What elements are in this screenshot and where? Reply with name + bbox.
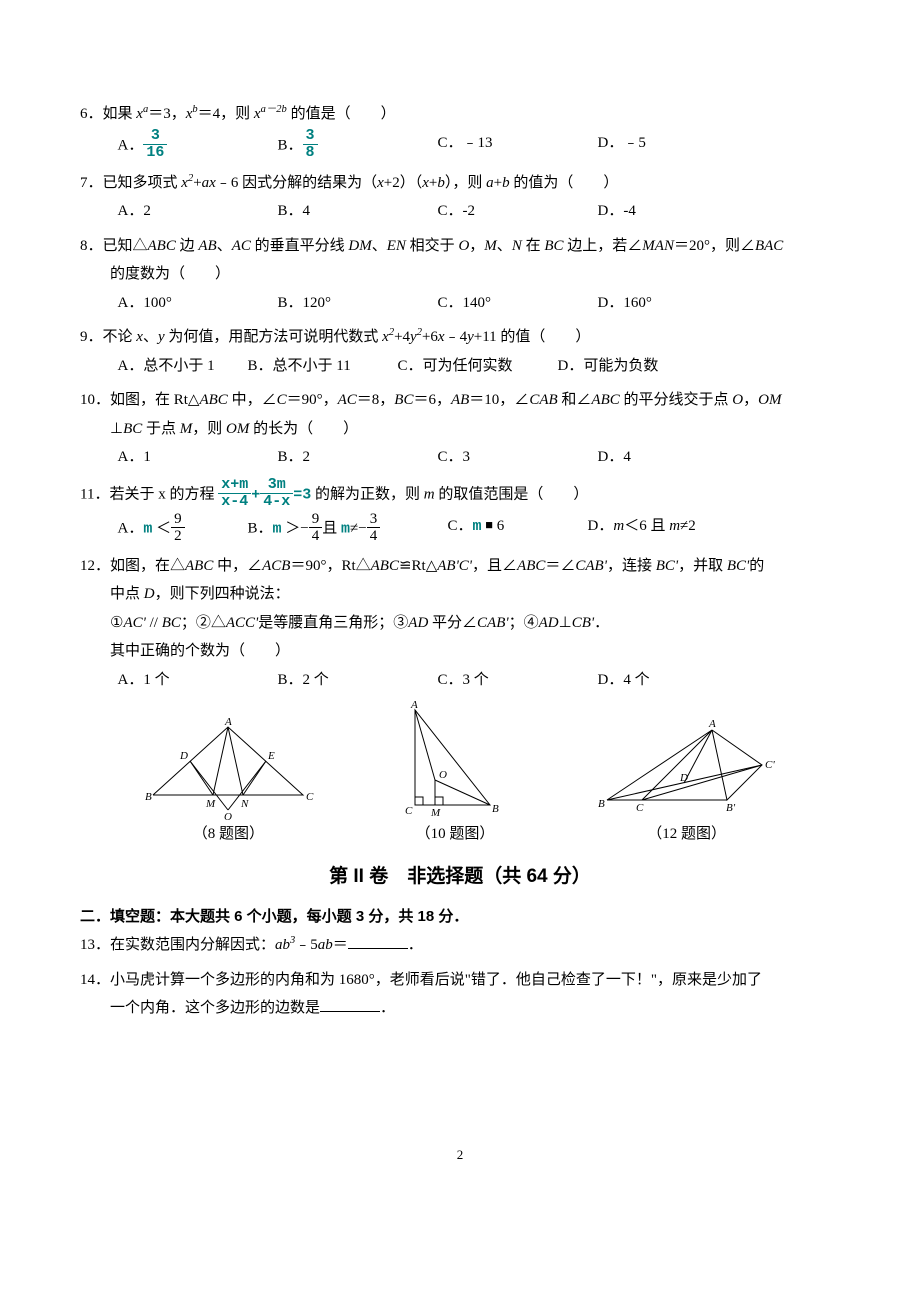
svg-text:E: E	[267, 750, 275, 762]
opt-A: A．100°	[118, 289, 278, 318]
opt-C: C．m ■ 6	[448, 512, 588, 546]
figure-row: A B C D E M N O （8 题图） A B	[80, 700, 840, 849]
page-number: 2	[80, 1143, 840, 1168]
opt-C: C．140°	[438, 289, 598, 318]
opt-D: D．m＜6 且 m≠2	[588, 512, 758, 546]
svg-text:C': C'	[765, 759, 775, 771]
opt-D: D．4	[598, 443, 758, 472]
q12-options: A．1 个 B．2 个 C．3 个 D．4 个	[80, 666, 840, 695]
q11-stem: 11．若关于 x 的方程 x+mx-4+3m4-x=3 的解为正数，则 m 的取…	[80, 478, 840, 512]
svg-text:B': B'	[726, 802, 736, 814]
svg-text:C: C	[636, 802, 644, 814]
q10-stem-2: ⊥BC 于点 M，则 OM 的长为（ ）	[80, 415, 840, 444]
q14-line1: 14．小马虎计算一个多边形的内角和为 1680°，老师看后说"错了．他自己检查了…	[80, 966, 840, 995]
blank-14	[320, 996, 380, 1012]
opt-B: B．m ＞−94且 m≠−34	[248, 512, 448, 546]
q8-stem-2: 的度数为（ ）	[80, 260, 840, 289]
opt-A: A．m ＜92	[118, 512, 248, 546]
opt-B: B．总不小于 11	[248, 352, 398, 381]
opt-C: C．3 个	[438, 666, 598, 695]
fig10-svg: A B C O M	[395, 700, 515, 820]
opt-C: C．﹣13	[438, 129, 598, 163]
opt-D: D．﹣5	[598, 129, 758, 163]
question-8: 8．已知△ABC 边 AB、AC 的垂直平分线 DM、EN 相交于 O，M、N …	[80, 232, 840, 318]
q10-options: A．1 B．2 C．3 D．4	[80, 443, 840, 472]
q8-options: A．100° B．120° C．140° D．160°	[80, 289, 840, 318]
opt-D: D．160°	[598, 289, 758, 318]
svg-text:A: A	[708, 718, 716, 730]
figcap-8: （8 题图）	[138, 820, 318, 849]
q10-stem: 10．如图，在 Rt△ABC 中，∠C＝90°，AC＝8，BC＝6，AB＝10，…	[80, 386, 840, 415]
section-2-title: 第 II 卷 非选择题（共 64 分）	[80, 859, 840, 895]
opt-C: C．-2	[438, 197, 598, 226]
svg-text:M: M	[205, 798, 216, 810]
svg-text:N: N	[240, 798, 249, 810]
q7-options: A．2 B．4 C．-2 D．-4	[80, 197, 840, 226]
svg-text:C: C	[306, 791, 314, 803]
question-12: 12．如图，在△ABC 中，∠ACB＝90°，Rt△ABC≌Rt△AB'C'，且…	[80, 552, 840, 695]
fig8-svg: A B C D E M N O	[138, 715, 318, 820]
figure-8: A B C D E M N O （8 题图）	[138, 715, 318, 849]
opt-B: B．120°	[278, 289, 438, 318]
opt-A: A．2	[118, 197, 278, 226]
question-11: 11．若关于 x 的方程 x+mx-4+3m4-x=3 的解为正数，则 m 的取…	[80, 478, 840, 546]
opt-B: B．4	[278, 197, 438, 226]
opt-A: A．316	[118, 129, 278, 163]
q6-stem: 6．如果 xa＝3，xb＝4，则 xa－2b 的值是（ ）	[80, 100, 840, 129]
q7-stem: 7．已知多项式 x2+ax﹣6 因式分解的结果为（x+2）（x+b），则 a+b…	[80, 169, 840, 198]
figure-10: A B C O M （10 题图）	[395, 700, 515, 849]
figcap-10: （10 题图）	[395, 820, 515, 849]
opt-D: D．4 个	[598, 666, 758, 695]
svg-text:D: D	[679, 772, 688, 784]
svg-text:M: M	[430, 807, 441, 819]
opt-B: B．2	[278, 443, 438, 472]
svg-text:B: B	[145, 791, 152, 803]
svg-text:A: A	[224, 716, 232, 728]
figure-12: A B C C' B' D （12 题图）	[592, 715, 782, 849]
blank-13	[348, 933, 408, 949]
svg-text:B: B	[492, 803, 499, 815]
q12-line2: 中点 D，则下列四种说法：	[80, 580, 840, 609]
svg-text:A: A	[410, 700, 418, 711]
q11-options: A．m ＜92 B．m ＞−94且 m≠−34 C．m ■ 6 D．m＜6 且 …	[80, 512, 840, 546]
q14-line2: 一个内角．这个多边形的边数是．	[80, 994, 840, 1023]
svg-text:C: C	[405, 805, 413, 817]
svg-text:O: O	[439, 769, 447, 781]
question-13: 13．在实数范围内分解因式：ab3﹣5ab＝．	[80, 931, 840, 960]
opt-C: C．3	[438, 443, 598, 472]
question-9: 9．不论 x、y 为何值，用配方法可说明代数式 x2+4y2+6x﹣4y+11 …	[80, 323, 840, 380]
opt-C: C．可为任何实数	[398, 352, 558, 381]
q12-line3: ①AC' // BC；②△ACC'是等腰直角三角形；③AD 平分∠CAB'；④A…	[80, 609, 840, 638]
opt-A: A．1	[118, 443, 278, 472]
opt-B: B．38	[278, 129, 438, 163]
q12-stem: 12．如图，在△ABC 中，∠ACB＝90°，Rt△ABC≌Rt△AB'C'，且…	[80, 552, 840, 581]
section-2-subtitle: 二．填空题：本大题共 6 个小题，每小题 3 分，共 18 分．	[80, 903, 840, 932]
question-10: 10．如图，在 Rt△ABC 中，∠C＝90°，AC＝8，BC＝6，AB＝10，…	[80, 386, 840, 472]
opt-A: A．总不小于 1	[118, 352, 248, 381]
q8-stem: 8．已知△ABC 边 AB、AC 的垂直平分线 DM、EN 相交于 O，M、N …	[80, 232, 840, 261]
svg-text:B: B	[598, 798, 605, 810]
svg-text:D: D	[179, 750, 188, 762]
opt-D: D．-4	[598, 197, 758, 226]
text: 6．如果	[80, 106, 136, 122]
opt-D: D．可能为负数	[558, 352, 659, 381]
q12-line4: 其中正确的个数为（ ）	[80, 637, 840, 666]
q9-options: A．总不小于 1 B．总不小于 11 C．可为任何实数 D．可能为负数	[80, 352, 840, 381]
question-6: 6．如果 xa＝3，xb＝4，则 xa－2b 的值是（ ） A．316 B．38…	[80, 100, 840, 163]
figcap-12: （12 题图）	[592, 820, 782, 849]
q9-stem: 9．不论 x、y 为何值，用配方法可说明代数式 x2+4y2+6x﹣4y+11 …	[80, 323, 840, 352]
q6-options: A．316 B．38 C．﹣13 D．﹣5	[80, 129, 840, 163]
fig12-svg: A B C C' B' D	[592, 715, 782, 820]
question-7: 7．已知多项式 x2+ax﹣6 因式分解的结果为（x+2）（x+b），则 a+b…	[80, 169, 840, 226]
opt-B: B．2 个	[278, 666, 438, 695]
svg-text:O: O	[224, 811, 232, 820]
opt-A: A．1 个	[118, 666, 278, 695]
question-14: 14．小马虎计算一个多边形的内角和为 1680°，老师看后说"错了．他自己检查了…	[80, 966, 840, 1023]
